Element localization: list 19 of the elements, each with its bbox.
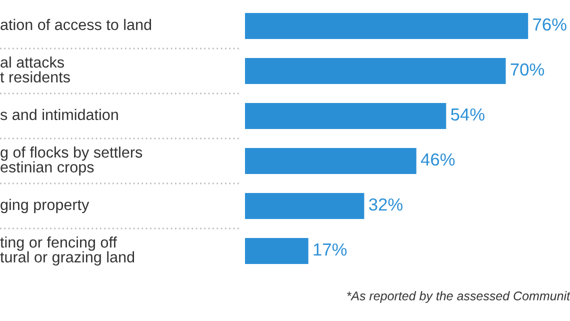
data-label: 70% <box>510 63 544 76</box>
y-tick-label: ting or fencing off tural or grazing land <box>0 236 134 266</box>
y-tick-label: s and intimidation <box>0 108 118 120</box>
data-label: 76% <box>533 18 566 31</box>
bar <box>245 192 364 220</box>
data-label: 17% <box>314 243 347 256</box>
data-label: 54% <box>451 108 484 121</box>
bar <box>245 238 308 264</box>
bar <box>245 12 528 40</box>
bar <box>245 148 416 174</box>
bar <box>245 102 446 130</box>
bar <box>245 58 506 84</box>
data-label: 32% <box>369 198 402 211</box>
y-tick-label: g of flocks by settlers estinian crops <box>0 146 142 176</box>
y-tick-label: al attacks t residents <box>0 56 70 82</box>
y-tick-label: ging property <box>0 198 90 214</box>
data-label: 46% <box>420 153 455 166</box>
y-tick-label: ation of access to land <box>0 18 152 30</box>
text: *As reported by the assessed Communit <box>347 291 570 303</box>
